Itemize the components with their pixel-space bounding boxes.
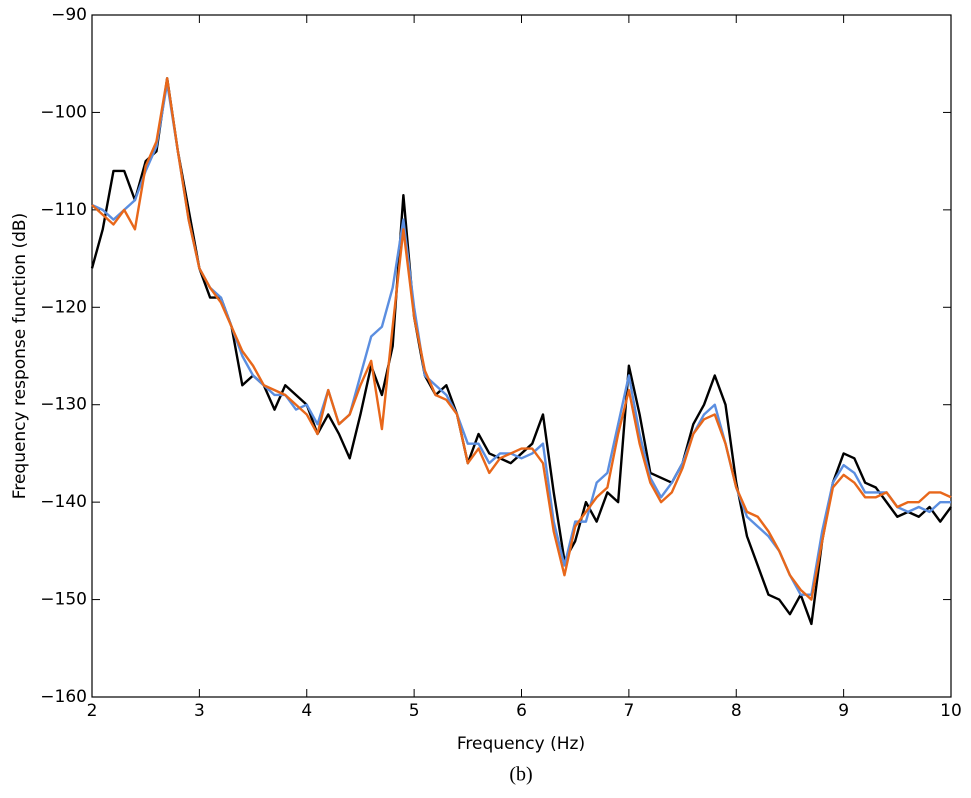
x-tick-label: 7 bbox=[623, 701, 634, 721]
x-tick-label: 4 bbox=[301, 701, 312, 721]
y-tick-label: −120 bbox=[40, 297, 87, 317]
series-line bbox=[91, 82, 951, 596]
y-tick-label: −160 bbox=[40, 687, 87, 707]
y-axis-label: Frequency response function (dB) bbox=[10, 213, 30, 499]
x-tick-label: 6 bbox=[516, 701, 527, 721]
x-tick-label: 2 bbox=[87, 701, 98, 721]
y-tick-label: −150 bbox=[40, 590, 87, 610]
y-tick-label: −110 bbox=[40, 200, 87, 220]
x-tick-label: 5 bbox=[409, 701, 420, 721]
y-tick-label: −100 bbox=[40, 102, 87, 122]
plot-frame bbox=[91, 14, 952, 698]
series-line bbox=[91, 77, 952, 601]
x-tick-label: 10 bbox=[940, 701, 962, 721]
y-tick-label: −140 bbox=[40, 492, 87, 512]
y-tick-label: −130 bbox=[40, 395, 87, 415]
x-axis-label: Frequency (Hz) bbox=[457, 734, 585, 754]
x-tick-label: 9 bbox=[838, 701, 849, 721]
y-tick-label: −90 bbox=[51, 5, 87, 25]
series-line bbox=[90, 77, 952, 626]
caption: (b) bbox=[509, 764, 532, 786]
x-tick-label: 8 bbox=[731, 701, 742, 721]
x-tick-label: 3 bbox=[194, 701, 205, 721]
